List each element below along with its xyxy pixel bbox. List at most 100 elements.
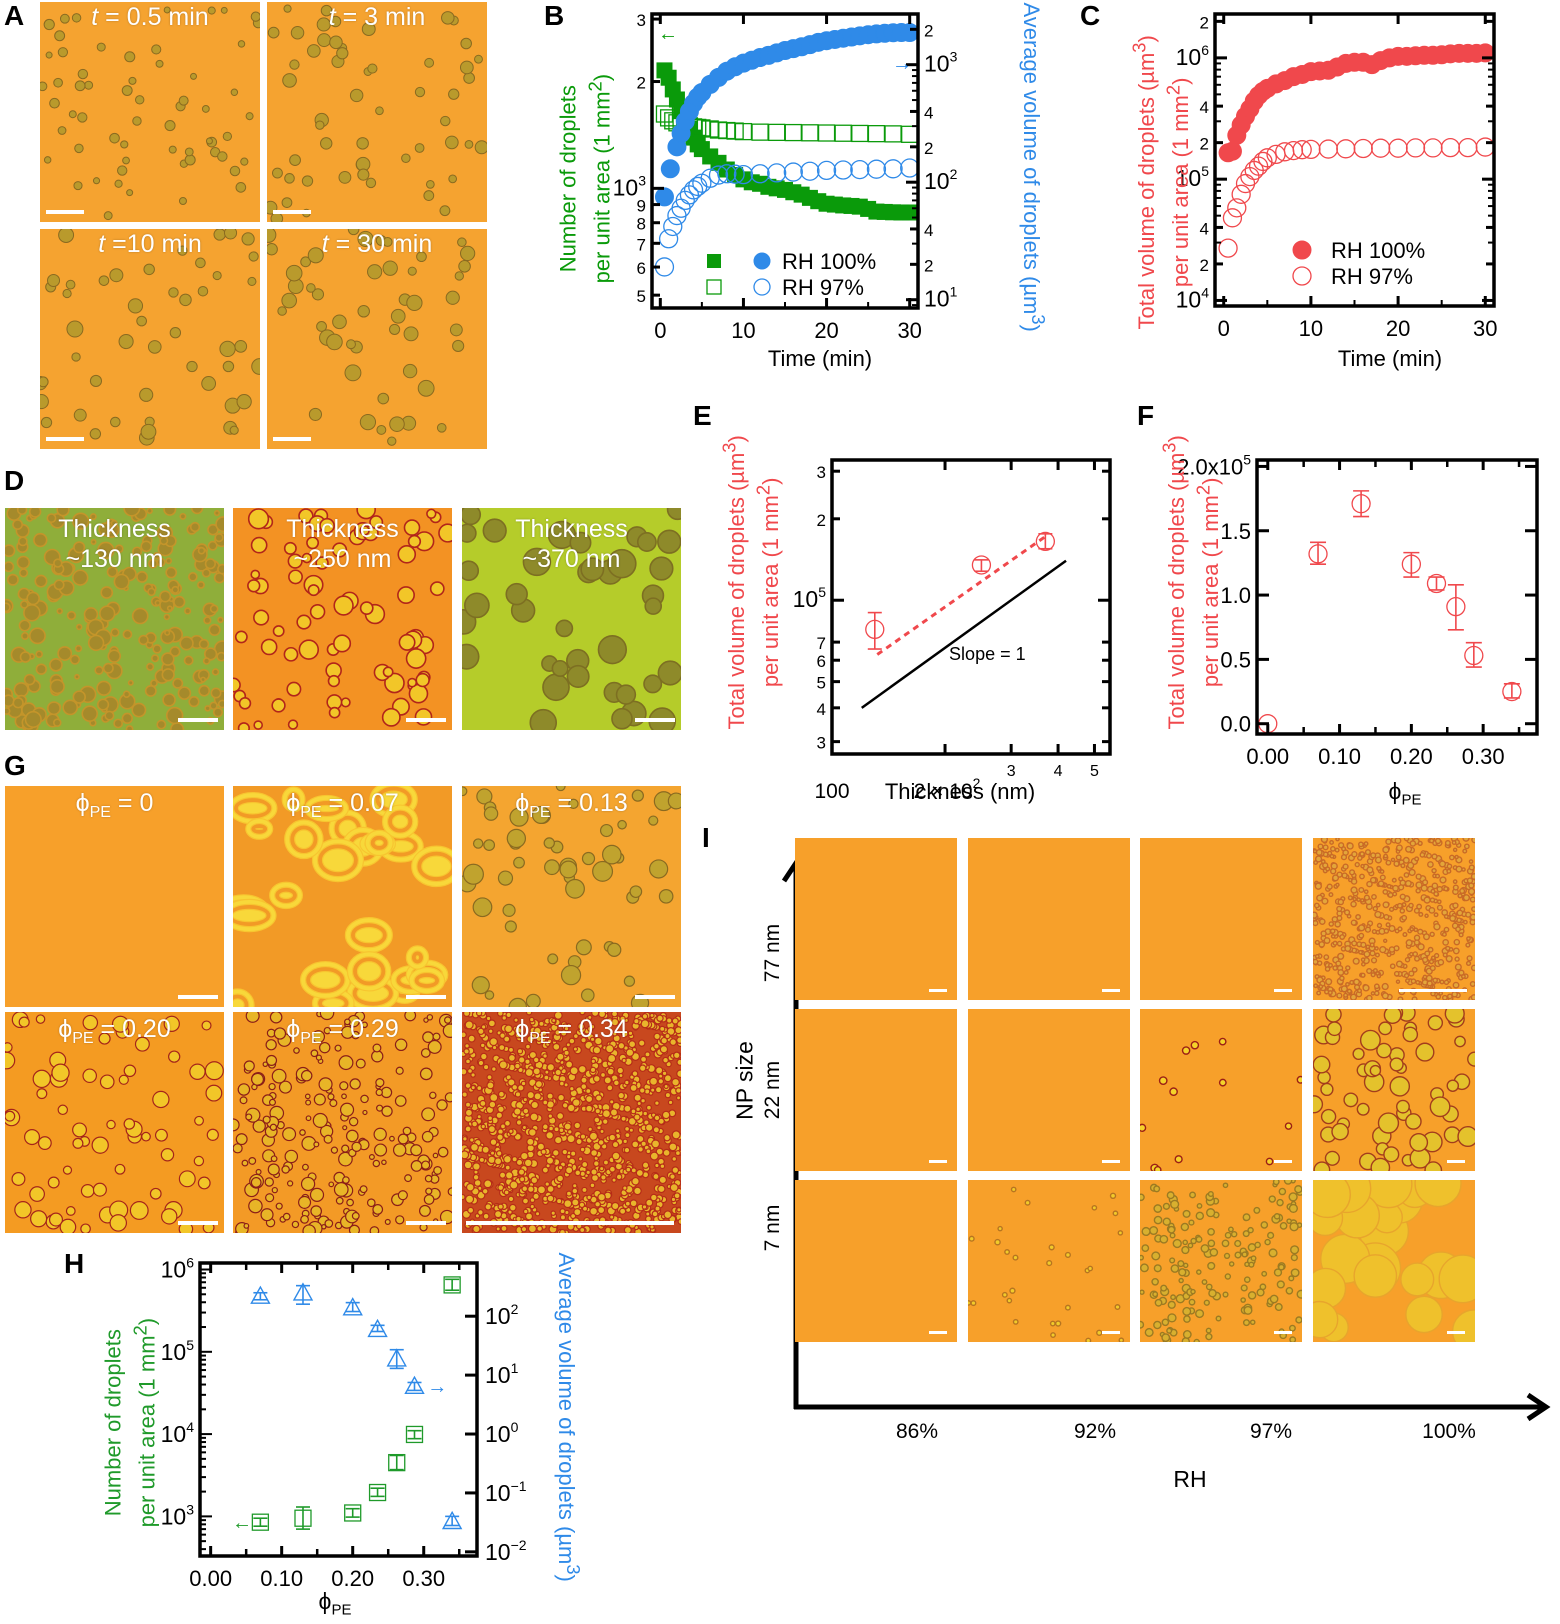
droplet [1010, 1186, 1017, 1193]
droplet [1045, 1260, 1052, 1267]
droplet-field [1312, 1180, 1475, 1342]
droplet [527, 1185, 535, 1193]
droplet [288, 569, 303, 585]
droplet-field [1140, 838, 1302, 1000]
droplet [275, 1202, 283, 1210]
droplet [561, 1148, 569, 1156]
tick-text: 10 [1176, 44, 1202, 70]
droplet [1373, 946, 1379, 951]
droplet [245, 1113, 253, 1121]
droplet [1346, 988, 1352, 994]
droplet [507, 1078, 516, 1087]
droplet [273, 1027, 287, 1040]
tick-text: 2 [817, 511, 826, 530]
droplet [1381, 889, 1388, 895]
droplet [518, 1176, 526, 1183]
droplet [210, 687, 222, 699]
droplet [635, 1106, 641, 1113]
droplet [606, 1067, 615, 1076]
droplet [633, 1113, 641, 1121]
droplet [300, 1069, 313, 1082]
droplet [1140, 1123, 1147, 1132]
droplet [376, 424, 387, 435]
droplet [1140, 1263, 1149, 1273]
droplet [1178, 1277, 1184, 1284]
droplet [123, 1118, 136, 1130]
droplet [129, 1201, 149, 1220]
droplet [220, 6, 228, 14]
droplet [1178, 1268, 1187, 1277]
droplet [1205, 1327, 1212, 1334]
droplet [1261, 1270, 1268, 1277]
droplet [66, 320, 84, 338]
droplet [1363, 889, 1369, 895]
droplet [631, 1176, 640, 1186]
droplet [520, 1151, 529, 1161]
droplet [188, 696, 200, 708]
droplet [56, 508, 70, 517]
droplet [1412, 927, 1418, 933]
tick-text: 6 [637, 259, 646, 278]
droplet [552, 1042, 561, 1051]
droplet [1227, 1226, 1234, 1233]
droplet [565, 1153, 572, 1160]
droplet [1329, 846, 1336, 852]
y-left-tick-label: 106 [161, 1255, 195, 1283]
droplet [597, 1139, 605, 1146]
data-point-square-open [294, 1509, 312, 1527]
droplet [532, 1192, 540, 1201]
droplet [160, 1148, 175, 1162]
droplet [615, 1128, 621, 1134]
droplet [320, 4, 333, 17]
droplet [1374, 952, 1380, 958]
droplet [1382, 1146, 1399, 1163]
droplet [1389, 963, 1396, 970]
micrograph-t-3: t = 3 min [267, 2, 487, 222]
micrograph-7nm-100 [1312, 1180, 1475, 1342]
droplet [205, 1084, 223, 1102]
droplet [676, 1069, 681, 1079]
droplet [179, 636, 194, 651]
droplet-field [967, 1009, 1130, 1171]
droplet [140, 540, 153, 553]
droplet [1196, 1269, 1202, 1275]
droplet [330, 1146, 339, 1154]
droplet [1395, 1099, 1410, 1114]
droplet [1383, 928, 1389, 934]
droplet [470, 1072, 476, 1078]
data-point-triangle-open [386, 1348, 407, 1367]
tick-text: 10 [485, 1362, 511, 1388]
droplet [132, 546, 143, 557]
droplet [178, 1170, 196, 1188]
droplet [505, 582, 528, 606]
ylabel-left-line2: per unit area (1 mm2) [584, 73, 615, 284]
droplet [1364, 944, 1370, 950]
droplet [183, 655, 194, 666]
scale-bar [1101, 1160, 1120, 1163]
droplet [188, 572, 198, 582]
droplet [524, 1058, 531, 1065]
droplet [122, 690, 131, 698]
tick-text: 10 [1176, 286, 1202, 312]
x-tick-label: 0.10 [260, 1566, 303, 1591]
droplet [1334, 960, 1341, 967]
droplet [1162, 1217, 1172, 1226]
droplet [1140, 1289, 1145, 1295]
droplet [1012, 1318, 1019, 1325]
droplet [591, 1012, 600, 1017]
droplet [359, 601, 374, 616]
y-left-tick-label: 7 [637, 235, 646, 254]
droplet [467, 1068, 473, 1075]
row-label-22nm: 22 nm [761, 1060, 784, 1120]
droplet [1364, 926, 1371, 933]
droplet [1465, 936, 1471, 942]
droplet [338, 1151, 353, 1167]
droplet [1414, 979, 1420, 985]
droplet [131, 702, 147, 718]
legend-label: RH 100% [1331, 238, 1425, 263]
droplet [1414, 888, 1421, 894]
droplet [1207, 1239, 1216, 1248]
data-point-circle-open [658, 229, 679, 249]
droplet [659, 1163, 666, 1170]
droplet [600, 1174, 607, 1181]
